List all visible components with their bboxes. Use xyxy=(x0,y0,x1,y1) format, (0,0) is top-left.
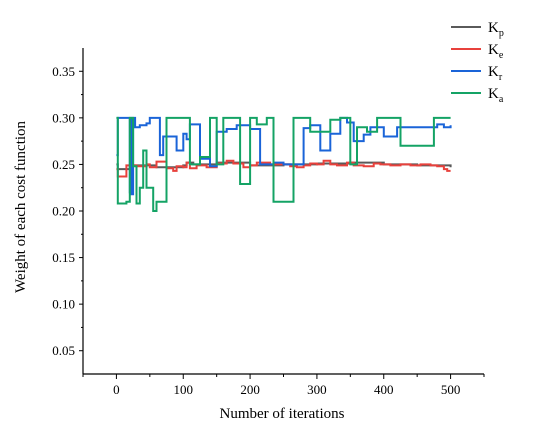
x-tick-label: 100 xyxy=(174,382,194,397)
x-tick-label: 400 xyxy=(374,382,394,397)
series-line-ka xyxy=(116,116,451,212)
x-tick-label: 200 xyxy=(240,382,260,397)
y-tick-label: 0.30 xyxy=(52,110,75,125)
x-tick-label: 300 xyxy=(307,382,327,397)
legend: Kp Ke Kr Ka xyxy=(451,20,504,105)
legend-label-kp: Kp xyxy=(488,20,504,39)
y-tick-label: 0.15 xyxy=(52,250,75,265)
legend-label-ke: Ke xyxy=(488,42,504,61)
y-axis-title: Weight of each cost function xyxy=(13,120,29,293)
y-tick-label: 0.25 xyxy=(52,157,75,172)
axes: 0.05 0.10 0.15 0.20 0.25 0.30 0.35 0 100 200 300 40… xyxy=(52,48,485,397)
y-tick-label: 0.10 xyxy=(52,297,75,312)
x-axis-title: Number of iterations xyxy=(220,406,345,422)
y-tick-label: 0.35 xyxy=(52,64,75,79)
plot-lines xyxy=(116,116,452,212)
series-line-ke xyxy=(116,159,451,178)
y-tick-label: 0.20 xyxy=(52,204,75,219)
x-tick-label: 0 xyxy=(113,382,120,397)
legend-label-ka: Ka xyxy=(488,86,504,105)
legend-label-kr: Kr xyxy=(488,64,503,83)
x-tick-label: 500 xyxy=(441,382,461,397)
y-tick-label: 0.05 xyxy=(52,343,75,358)
